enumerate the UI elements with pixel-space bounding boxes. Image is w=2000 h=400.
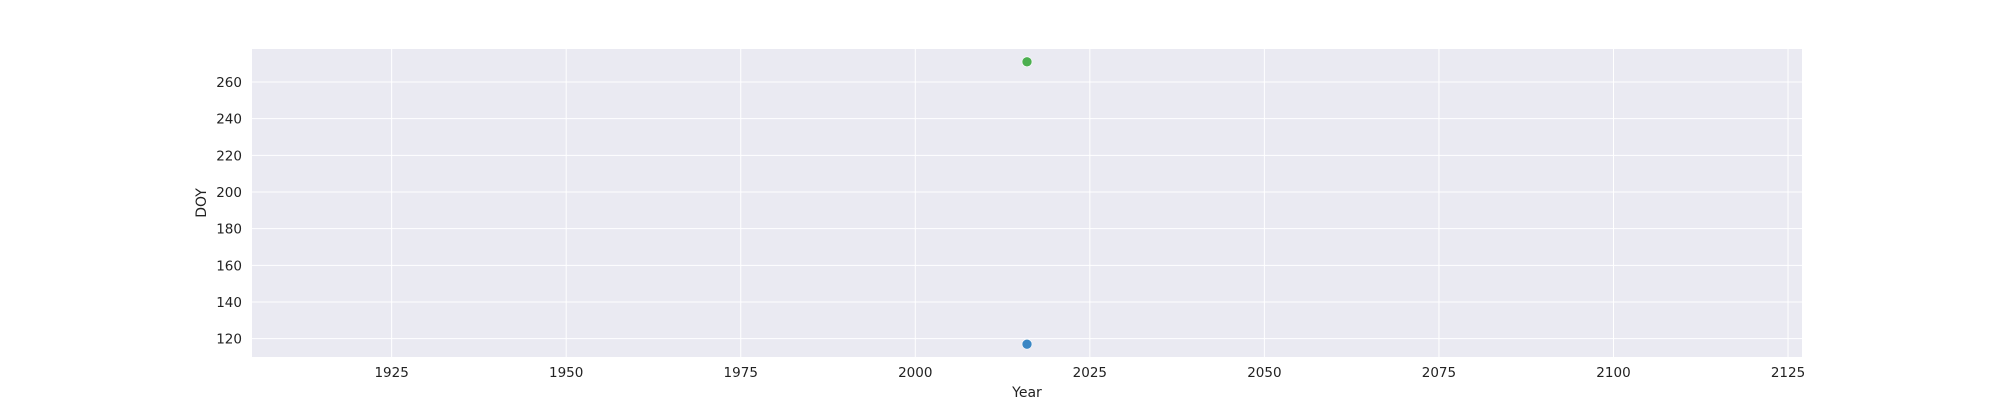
x-tick-label: 2100 [1596, 365, 1630, 381]
y-axis-label: DOY [194, 188, 210, 218]
x-tick-label: 1950 [549, 365, 583, 381]
plot-area [252, 49, 1802, 357]
y-tick-label: 180 [216, 222, 242, 238]
y-tick-label: 240 [216, 112, 242, 128]
y-tick-labels: 120 140 160 180 200 220 240 260 [216, 75, 242, 348]
x-tick-label: 2025 [1073, 365, 1107, 381]
x-tick-label: 2050 [1247, 365, 1281, 381]
y-tick-label: 220 [216, 148, 242, 164]
x-gridlines [391, 49, 1789, 357]
data-point [1021, 338, 1033, 350]
x-tick-label: 1975 [724, 365, 758, 381]
y-tick-label: 260 [216, 75, 242, 91]
y-tick-label: 160 [216, 258, 242, 274]
x-tick-label: 2000 [898, 365, 932, 381]
y-gridlines [252, 81, 1802, 340]
data-points [1021, 56, 1033, 350]
x-tick-label: 2125 [1771, 365, 1805, 381]
x-tick-label: 2075 [1422, 365, 1456, 381]
y-tick-label: 120 [216, 332, 242, 348]
x-tick-labels: 1925 1950 1975 2000 2025 2050 2075 2100 2125 [374, 365, 1805, 381]
y-tick-label: 140 [216, 295, 242, 311]
x-tick-label: 1925 [374, 365, 408, 381]
y-tick-label: 200 [216, 185, 242, 201]
x-axis-label: Year [1011, 385, 1042, 400]
data-point [1021, 56, 1033, 68]
